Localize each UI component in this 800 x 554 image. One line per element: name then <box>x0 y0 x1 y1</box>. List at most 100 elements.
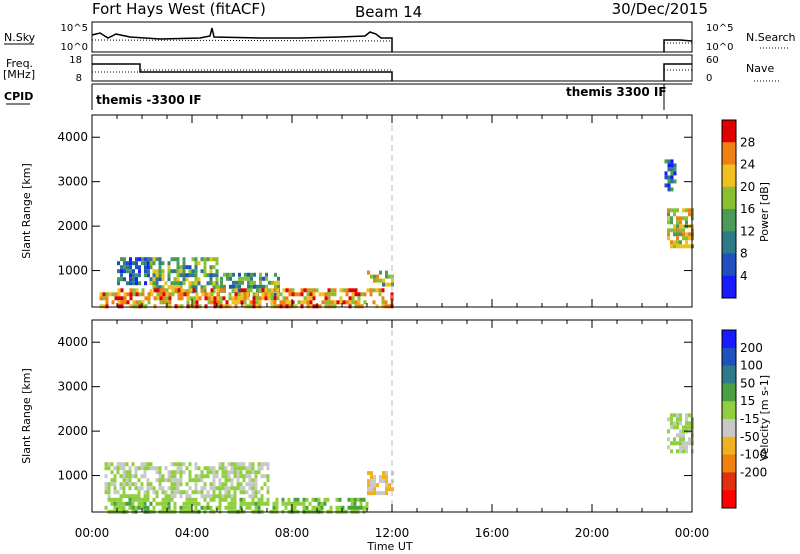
heatmap-cell <box>120 304 124 309</box>
heatmap-cell <box>251 478 255 483</box>
heatmap-cell <box>185 501 189 506</box>
heatmap-cell <box>147 269 150 274</box>
heatmap-cell <box>350 505 354 510</box>
heatmap-cell <box>293 505 297 510</box>
heatmap-cell <box>233 501 237 506</box>
heatmap-cell <box>303 300 307 305</box>
heatmap-cell <box>123 292 127 297</box>
heatmap-cell <box>128 482 132 487</box>
heatmap-cell <box>117 277 120 282</box>
heatmap-cell <box>351 288 355 293</box>
heatmap-cell <box>239 501 243 506</box>
heatmap-cell <box>140 482 144 487</box>
heatmap-cell <box>188 494 192 499</box>
heatmap-cell <box>138 269 141 274</box>
heatmap-cell <box>323 501 327 506</box>
heatmap-cell <box>277 284 280 289</box>
heatmap-cell <box>185 490 189 495</box>
heatmap-cell <box>685 244 688 249</box>
heatmap-cell <box>272 505 276 510</box>
heatmap-cell <box>164 478 168 483</box>
heatmap-cell <box>131 494 135 499</box>
heatmap-cell <box>365 501 369 506</box>
cpid-strip: CPID themis -3300 IF themis 3300 IF <box>4 83 692 110</box>
heatmap-cell <box>168 300 172 305</box>
heatmap-cell <box>168 292 172 297</box>
cpid-left-text: themis -3300 IF <box>96 93 202 107</box>
heatmap-cell <box>670 167 674 172</box>
heatmap-cell <box>245 501 249 506</box>
heatmap-cell <box>223 284 226 289</box>
colorbar-tick-label: 16 <box>740 202 755 216</box>
heatmap-cell <box>682 208 685 213</box>
heatmap-cell <box>144 281 147 286</box>
heatmap-cell <box>342 300 346 305</box>
heatmap-cell <box>206 505 210 510</box>
heatmap-cell <box>370 483 373 488</box>
heatmap-cell <box>685 445 688 450</box>
nave-label: Nave <box>746 62 774 75</box>
heatmap-cell <box>682 441 685 446</box>
heatmap-cell <box>257 505 261 510</box>
heatmap-cell <box>174 304 178 309</box>
heatmap-cell <box>245 490 249 495</box>
heatmap-cell <box>201 288 205 293</box>
heatmap-cell <box>302 505 306 510</box>
heatmap-cell <box>207 296 211 301</box>
heatmap-cell <box>382 282 385 287</box>
heatmap-cell <box>230 501 234 506</box>
velocity-panel: 1000 2000 3000 4000 Slant Range [km] <box>20 319 694 514</box>
nsky-tick-high: 10^5 <box>61 23 88 34</box>
heatmap-cell <box>140 505 144 510</box>
heatmap-cell <box>242 501 246 506</box>
heatmap-cell <box>215 257 219 262</box>
heatmap-cell <box>673 441 676 446</box>
heatmap-cell <box>370 491 373 496</box>
heatmap-cell <box>200 478 204 483</box>
heatmap-cell <box>670 413 673 418</box>
heatmap-cell <box>143 494 147 499</box>
heatmap-cell <box>218 486 222 491</box>
heatmap-cell <box>685 208 688 213</box>
heatmap-cell <box>260 497 264 502</box>
heatmap-cell <box>676 208 679 213</box>
colorbar-swatch <box>722 120 736 143</box>
heatmap-cell <box>119 494 123 499</box>
heatmap-cell <box>264 296 268 301</box>
heatmap-cell <box>273 288 277 293</box>
heatmap-cell <box>679 445 682 450</box>
heatmap-cell <box>324 292 328 297</box>
heatmap-cell <box>240 300 244 305</box>
heatmap-cell <box>309 296 313 301</box>
heatmap-cell <box>264 292 268 297</box>
heatmap-cell <box>341 505 345 510</box>
heatmap-cell <box>667 167 671 172</box>
heatmap-cell <box>667 445 670 450</box>
heatmap-cell <box>134 486 138 491</box>
heatmap-cell <box>165 292 169 297</box>
heatmap-cell <box>277 280 280 285</box>
heatmap-cell <box>230 478 234 483</box>
heatmap-cell <box>176 257 180 262</box>
heatmap-cell <box>203 505 207 510</box>
heatmap-cell <box>312 292 316 297</box>
heatmap-cell <box>664 171 668 176</box>
heatmap-cell <box>291 292 295 297</box>
heatmap-cell <box>248 501 252 506</box>
heatmap-cell <box>218 494 222 499</box>
heatmap-cell <box>117 281 120 286</box>
heatmap-cell <box>128 478 132 483</box>
heatmap-cell <box>164 466 168 471</box>
heatmap-cell <box>262 284 265 289</box>
heatmap-cell <box>679 437 682 442</box>
heatmap-cell <box>134 497 138 502</box>
heatmap-cell <box>227 474 231 479</box>
x-tick-label: 16:00 <box>475 526 510 540</box>
heatmap-cell <box>113 482 117 487</box>
heatmap-cell <box>197 478 201 483</box>
heatmap-cell <box>238 280 241 285</box>
colorbar-swatch <box>722 383 736 402</box>
nave-trace <box>92 69 692 73</box>
heatmap-cell <box>179 494 183 499</box>
heatmap-cell <box>233 462 237 467</box>
